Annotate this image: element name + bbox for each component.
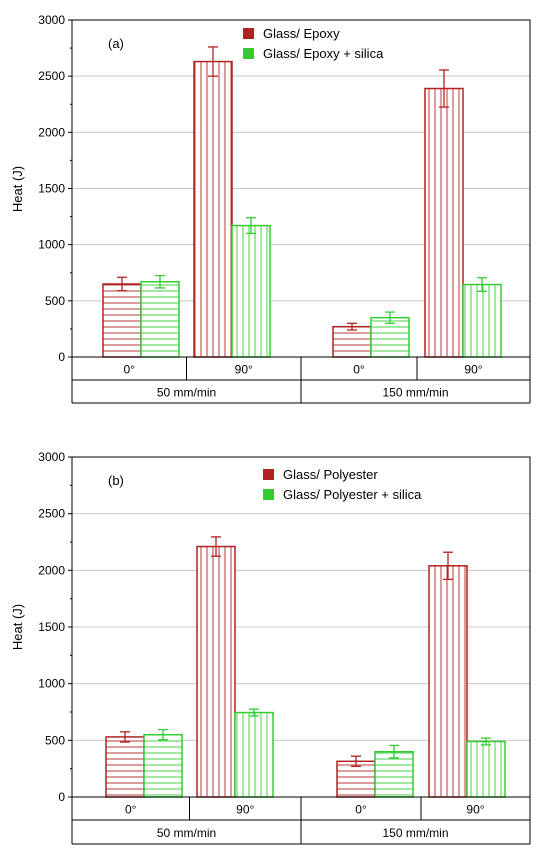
bar xyxy=(424,87,464,358)
y-axis-label: Heat (J) xyxy=(10,604,25,650)
x-tick-label: 90° xyxy=(236,803,254,817)
panel-label: (a) xyxy=(108,36,124,51)
y-tick-label: 3000 xyxy=(38,450,65,464)
x-tick-label: 90° xyxy=(464,363,482,377)
chart-panel-a: 0 500 1000 1500 2000 2500 3000 Heat (J) 0° 90° 0° 9… xyxy=(10,13,531,404)
bar xyxy=(336,760,376,798)
y-tick-label: 2500 xyxy=(38,69,65,83)
group-label: 50 mm/min xyxy=(157,826,216,840)
x-tick-label: 90° xyxy=(235,363,253,377)
group-label: 150 mm/min xyxy=(382,826,448,840)
bar xyxy=(193,60,233,358)
y-tick-label: 2500 xyxy=(38,507,65,521)
bar xyxy=(143,733,183,798)
bar xyxy=(462,283,502,358)
y-tick-label: 1000 xyxy=(38,238,65,252)
bar xyxy=(196,545,236,798)
bar xyxy=(234,711,274,798)
legend-entry: Glass/ Polyester + silica xyxy=(283,487,422,502)
legend-swatch xyxy=(243,48,254,59)
y-tick-label: 500 xyxy=(45,733,65,747)
x-tick-label: 0° xyxy=(353,363,365,377)
y-axis-label: Heat (J) xyxy=(10,166,25,212)
y-tick-label: 1500 xyxy=(38,182,65,196)
chart-panel-b: 0 500 1000 1500 2000 2500 3000 Heat (J) 0° 90° 0° 9… xyxy=(10,450,531,845)
x-tick-label: 0° xyxy=(355,803,367,817)
y-tick-label: 0 xyxy=(58,350,65,364)
group-label: 50 mm/min xyxy=(157,386,216,400)
legend-entry: Glass/ Epoxy xyxy=(263,26,340,41)
y-tick-label: 3000 xyxy=(38,13,65,27)
bar xyxy=(105,736,145,798)
y-tick-label: 1000 xyxy=(38,677,65,691)
group-label: 150 mm/min xyxy=(382,386,448,400)
y-tick-label: 2000 xyxy=(38,125,65,139)
bar xyxy=(140,280,180,358)
y-tick-label: 0 xyxy=(58,790,65,804)
bar xyxy=(102,283,142,358)
legend-entry: Glass/ Epoxy + silica xyxy=(263,46,384,61)
bar xyxy=(231,224,271,358)
y-tick-label: 500 xyxy=(45,294,65,308)
bar xyxy=(428,565,468,798)
bar xyxy=(332,325,372,358)
panel-label: (b) xyxy=(108,473,124,488)
legend-swatch xyxy=(263,489,274,500)
y-tick-label: 1500 xyxy=(38,620,65,634)
legend-swatch xyxy=(243,28,254,39)
bar xyxy=(466,740,506,798)
legend-swatch xyxy=(263,469,274,480)
x-tick-label: 90° xyxy=(466,803,484,817)
bar xyxy=(374,750,414,798)
y-tick-label: 2000 xyxy=(38,563,65,577)
legend-entry: Glass/ Polyester xyxy=(283,467,378,482)
x-tick-label: 0° xyxy=(125,803,137,817)
x-tick-label: 0° xyxy=(124,363,136,377)
